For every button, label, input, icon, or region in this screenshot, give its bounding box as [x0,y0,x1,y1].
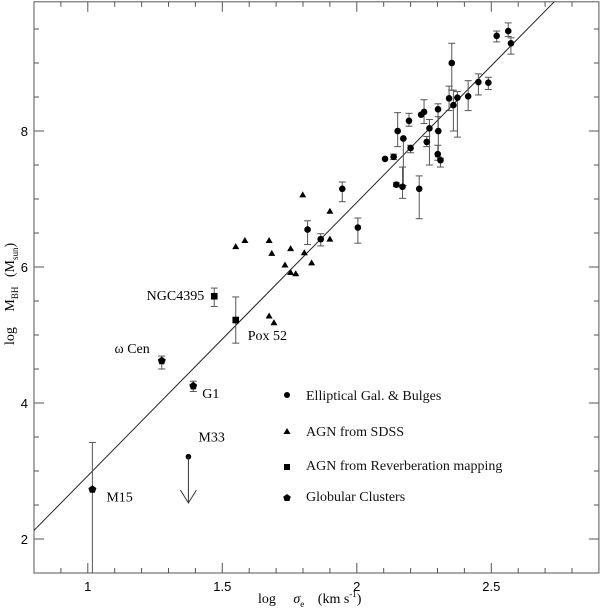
point-elliptical [435,127,442,135]
point-elliptical [381,155,389,163]
point-elliptical [304,226,311,233]
point-elliptical [417,111,425,118]
legend-marker-pentagon [283,494,291,501]
point-elliptical [407,144,414,152]
point-elliptical [390,153,397,161]
x-tick-label: 2 [353,579,360,594]
annotation-label: M15 [106,490,132,505]
point-agn-sdss [326,207,334,214]
x-tick-label: 2.5 [482,579,500,594]
point-agn-sdss [287,268,295,275]
point-elliptical [415,185,423,193]
point-elliptical [507,39,515,47]
annotations: NGC4395 Pox 52 ω Cen G1 M33 M15 [106,289,287,505]
point-agn-reverberation [210,292,218,300]
point-agn-sdss [287,245,295,252]
point-agn-sdss [265,312,273,319]
point-agn-reverberation [232,316,240,324]
point-elliptical [393,181,400,189]
point-agn-sdss [281,261,289,268]
data-marks [33,1,555,573]
y-axis-label: log MBH (Msun) [3,243,22,346]
x-axis-label: log σe (km s-1) [258,589,362,609]
point-agn-sdss [265,236,273,243]
point-globular-cluster [157,356,166,365]
point-elliptical [405,117,413,125]
legend-label-globular: Globular Clusters [306,490,405,505]
point-globular-cluster [88,485,97,493]
x-tick-label: 1 [84,579,91,594]
point-elliptical [445,95,453,102]
point-agn-sdss [232,243,240,250]
point-elliptical [450,101,457,109]
point-elliptical [437,156,444,164]
legend-label-sdss: AGN from SDSS [306,425,404,440]
y-tick-label: 2 [21,532,28,547]
point-agn-sdss [326,235,334,242]
y-tick-label: 6 [21,260,28,275]
legend-marker-square [284,464,290,470]
point-elliptical [400,135,407,142]
point-agn-sdss [308,259,316,266]
annotation-label: ω Cen [114,342,149,357]
axes: 1 1.5 2 2.5 2 4 6 8 [21,1,600,594]
point-elliptical [504,27,512,35]
fit-line [33,1,555,531]
point-agn-sdss [300,249,308,256]
point-elliptical [464,93,472,100]
annotation-label: Pox 52 [248,329,287,344]
y-tick-label: 8 [21,124,28,139]
legend-marker-circle [284,392,290,398]
legend-label-elliptical: Elliptical Gal. & Bulges [306,389,441,404]
legend: Elliptical Gal. & Bulges AGN from SDSS A… [283,389,502,505]
point-elliptical [434,105,442,113]
point-elliptical [434,150,442,158]
point-elliptical [493,32,500,40]
x-tick-label: 1.5 [213,579,231,594]
point-agn-sdss [241,236,249,243]
point-agn-sdss [270,319,278,326]
upper-limit-arrow-icon [179,489,197,504]
point-agn-sdss [268,249,276,256]
point-elliptical [448,59,456,67]
point-elliptical [399,183,406,191]
legend-label-reverberation: AGN from Reverberation mapping [306,459,502,474]
point-agn-sdss [292,270,300,277]
y-tick-label: 4 [21,396,28,411]
point-elliptical [475,78,482,86]
point-elliptical [423,138,431,146]
point-agn-sdss [299,191,307,198]
legend-marker-triangle [283,428,291,434]
point-elliptical [338,185,346,193]
annotation-label: NGC4395 [147,289,205,304]
plot-frame [33,1,600,574]
point-globular-cluster [189,381,198,390]
point-elliptical [485,79,492,87]
point-elliptical [394,127,401,135]
point-elliptical [317,235,325,243]
annotation-label: G1 [202,387,219,402]
point-elliptical [426,124,433,132]
annotation-label: M33 [198,431,224,446]
point-elliptical [454,94,461,101]
point-elliptical [354,224,362,231]
